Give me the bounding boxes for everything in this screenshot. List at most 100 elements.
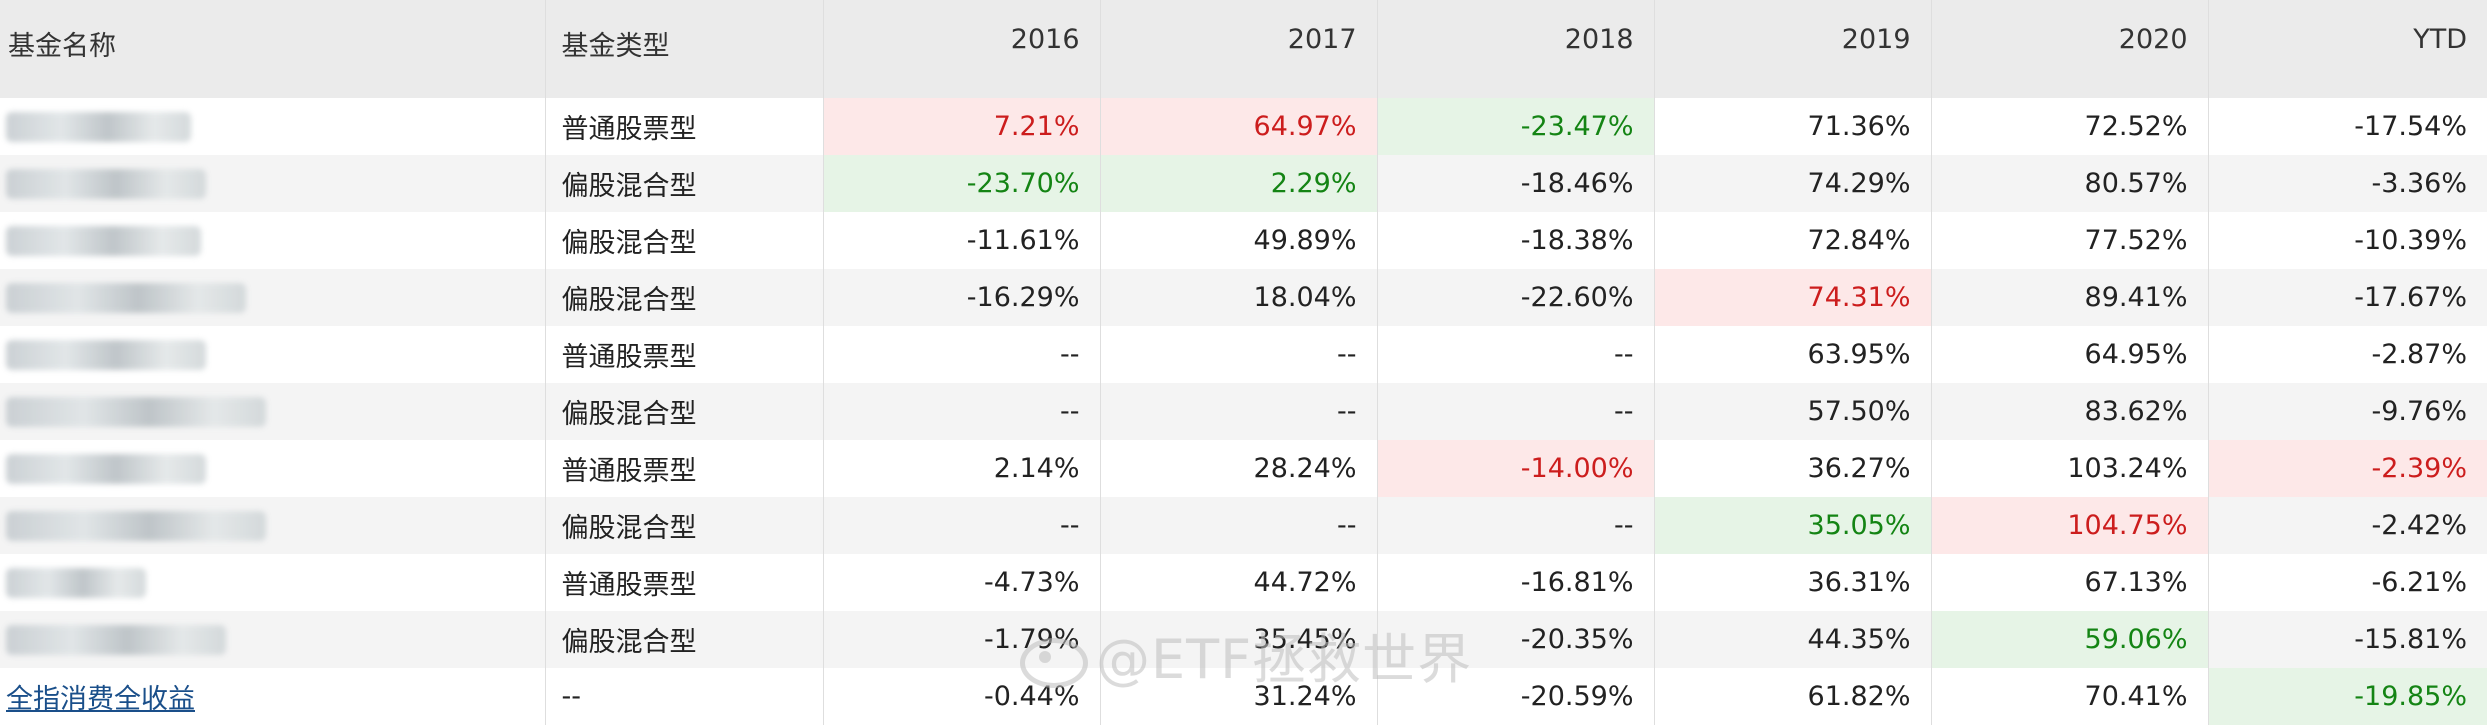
return-cell: 74.31% (1654, 269, 1932, 326)
return-cell: -- (1100, 326, 1378, 383)
return-cell: -2.87% (2371, 339, 2467, 370)
header-2016[interactable]: 2016 (823, 0, 1101, 98)
header-fund-name[interactable]: 基金名称 (0, 0, 546, 98)
table-row: 偏股混合型 -- -- -- 35.05% 104.75% -2.42% (0, 497, 2487, 554)
fund-type-cell: 普通股票型 (545, 326, 824, 383)
return-cell: 28.24% (1100, 440, 1378, 497)
redacted-fund-name (6, 397, 266, 428)
fund-name-cell (0, 497, 546, 554)
table-row: 全指消费全收益 -- -0.44% 31.24% -20.59% 61.82% 70.41%… (0, 668, 2487, 725)
fund-type-cell: 偏股混合型 (545, 269, 824, 326)
return-cell: -14.00% (1377, 440, 1655, 497)
redacted-fund-name (6, 112, 191, 143)
header-fund-type[interactable]: 基金类型 (545, 0, 824, 98)
redacted-fund-name (6, 226, 201, 257)
return-cell: -15.81% (2354, 624, 2467, 655)
table-row: 普通股票型 -4.73% 44.72% -16.81% 36.31% 67.13% -6.2… (0, 554, 2487, 611)
return-cell: -17.67% (2354, 282, 2467, 313)
return-cell: -18.38% (1377, 212, 1655, 269)
return-cell: -- (1377, 497, 1655, 554)
return-cell: 103.24% (1931, 440, 2209, 497)
return-cell: 80.57% (1931, 155, 2209, 212)
return-cell: 63.95% (1654, 326, 1932, 383)
return-cell: 67.13% (1931, 554, 2209, 611)
header-2017[interactable]: 2017 (1100, 0, 1378, 98)
return-cell: -- (823, 497, 1101, 554)
table-row: 普通股票型 2.14% 28.24% -14.00% 36.27% 103.24% -2.3… (0, 440, 2487, 497)
return-cell: -17.54% (2354, 111, 2467, 142)
return-cell: -6.21% (2371, 567, 2467, 598)
return-cell: -20.59% (1377, 668, 1655, 725)
return-cell: 72.52% (1931, 98, 2209, 155)
redacted-fund-name (6, 625, 226, 656)
return-cell: -23.70% (823, 155, 1101, 212)
redacted-fund-name (6, 454, 206, 485)
return-cell: 74.29% (1654, 155, 1932, 212)
return-cell: -- (823, 383, 1101, 440)
return-cell: 35.45% (1100, 611, 1378, 668)
return-cell: -9.76% (2371, 396, 2467, 427)
return-cell: 83.62% (1931, 383, 2209, 440)
return-cell: 64.97% (1100, 98, 1378, 155)
return-cell: 2.14% (823, 440, 1101, 497)
return-cell: -22.60% (1377, 269, 1655, 326)
redacted-fund-name (6, 568, 146, 599)
fund-name-cell (0, 440, 546, 497)
fund-type-cell: 偏股混合型 (545, 611, 824, 668)
header-2018[interactable]: 2018 (1377, 0, 1655, 98)
fund-type-cell: 偏股混合型 (545, 155, 824, 212)
table-row: 偏股混合型 -16.29% 18.04% -22.60% 74.31% 89.41% -17… (0, 269, 2487, 326)
return-cell: -1.79% (823, 611, 1101, 668)
return-cell: 36.31% (1654, 554, 1932, 611)
fund-type-cell: 普通股票型 (545, 554, 824, 611)
return-cell: -- (823, 326, 1101, 383)
fund-name-cell (0, 155, 546, 212)
return-cell: -18.46% (1377, 155, 1655, 212)
return-cell: -20.35% (1377, 611, 1655, 668)
return-cell: -16.81% (1377, 554, 1655, 611)
return-cell: -23.47% (1377, 98, 1655, 155)
table-row: 偏股混合型 -11.61% 49.89% -18.38% 72.84% 77.52% -10… (0, 212, 2487, 269)
redacted-fund-name (6, 283, 246, 314)
fund-name-cell (0, 554, 546, 611)
fund-name-cell (0, 269, 546, 326)
table-row: 普通股票型 -- -- -- 63.95% 64.95% -2.87% (0, 326, 2487, 383)
fund-name-cell (0, 212, 546, 269)
header-ytd[interactable]: YTD (2413, 24, 2467, 55)
return-cell: -3.36% (2371, 168, 2467, 199)
fund-type-cell: 普通股票型 (545, 98, 824, 155)
header-2020[interactable]: 2020 (1931, 0, 2209, 98)
return-cell: 89.41% (1931, 269, 2209, 326)
fund-type-cell: 偏股混合型 (545, 383, 824, 440)
fund-name-cell (0, 326, 546, 383)
table-row: 偏股混合型 -- -- -- 57.50% 83.62% -9.76% (0, 383, 2487, 440)
redacted-fund-name (6, 169, 206, 200)
return-cell: 77.52% (1931, 212, 2209, 269)
return-cell: 71.36% (1654, 98, 1932, 155)
fund-name-link[interactable]: 全指消费全收益 (6, 684, 195, 715)
return-cell: -2.42% (2371, 510, 2467, 541)
return-cell: 104.75% (1931, 497, 2209, 554)
return-cell: 31.24% (1100, 668, 1378, 725)
return-cell: -16.29% (823, 269, 1101, 326)
return-cell: 2.29% (1100, 155, 1378, 212)
table-body: 普通股票型 7.21% 64.97% -23.47% 71.36% 72.52% -17.5… (0, 98, 2487, 725)
table-header-row: 基金名称 基金类型 2016 2017 2018 2019 2020 YTD (0, 0, 2487, 98)
return-cell: 49.89% (1100, 212, 1378, 269)
return-cell: 18.04% (1100, 269, 1378, 326)
header-2019[interactable]: 2019 (1654, 0, 1932, 98)
return-cell: 44.72% (1100, 554, 1378, 611)
return-cell: -10.39% (2354, 225, 2467, 256)
fund-name-cell (0, 611, 546, 668)
fund-name-cell (0, 98, 546, 155)
fund-name-cell: 全指消费全收益 (0, 668, 546, 725)
redacted-fund-name (6, 340, 206, 371)
return-cell: 36.27% (1654, 440, 1932, 497)
return-cell: 44.35% (1654, 611, 1932, 668)
return-cell: 59.06% (1931, 611, 2209, 668)
return-cell: -4.73% (823, 554, 1101, 611)
return-cell: 64.95% (1931, 326, 2209, 383)
return-cell: -2.39% (2208, 440, 2487, 497)
table-row: 偏股混合型 -1.79% 35.45% -20.35% 44.35% 59.06% -15.… (0, 611, 2487, 668)
